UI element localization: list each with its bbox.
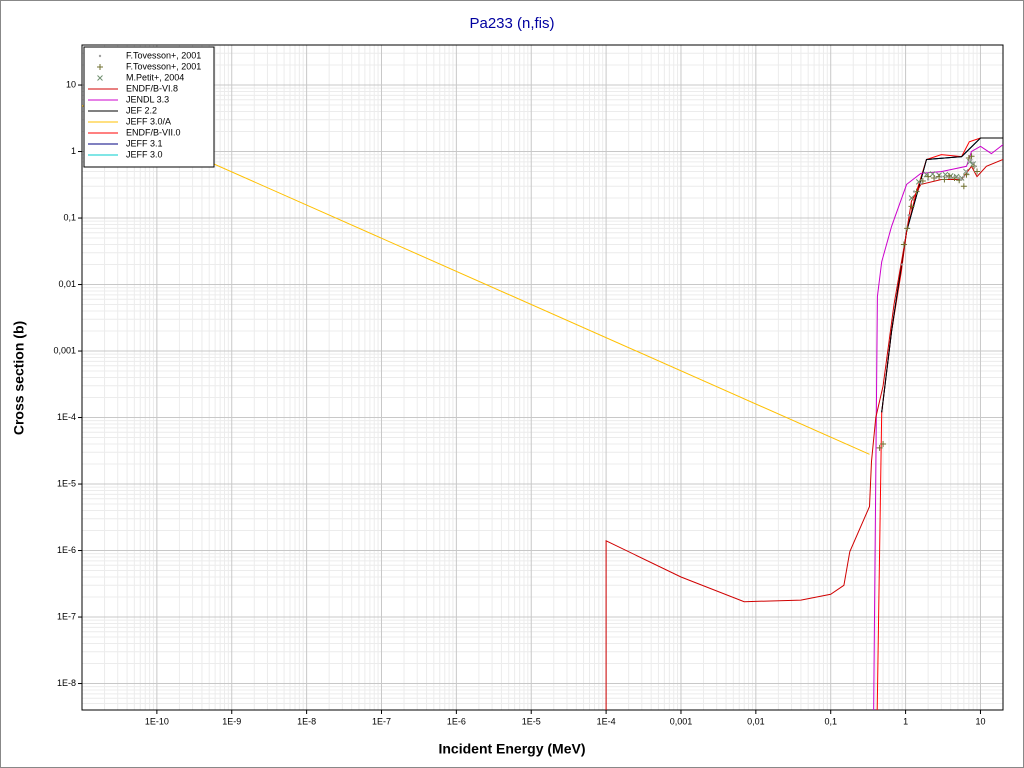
data-point	[967, 160, 971, 164]
x-tick-label: 1E-5	[522, 716, 541, 726]
y-tick-label: 1E-6	[57, 545, 76, 555]
data-point	[919, 182, 923, 185]
x-tick-label: 1E-8	[297, 716, 316, 726]
legend-box	[83, 46, 215, 168]
data-point	[962, 175, 966, 178]
data-point	[968, 153, 975, 160]
data-point	[973, 165, 977, 168]
y-tick-label: 10	[66, 79, 76, 89]
data-point	[97, 75, 103, 81]
data-point	[949, 176, 952, 180]
data-point	[97, 64, 103, 70]
x-tick-label: 1E-9	[222, 716, 241, 726]
data-point	[956, 176, 960, 180]
data-point	[904, 225, 911, 232]
x-axis-label: Incident Energy (MeV)	[438, 741, 585, 757]
data-point	[953, 175, 956, 178]
data-point	[900, 241, 907, 248]
data-point	[98, 54, 102, 58]
y-tick-label: 0,1	[63, 212, 76, 222]
data-point	[940, 175, 943, 178]
data-point	[908, 203, 915, 210]
y-tick-label: 0,01	[58, 279, 76, 289]
data-point	[959, 178, 963, 181]
y-tick-label: 1E-7	[57, 611, 76, 621]
data-point	[969, 158, 973, 162]
data-point	[960, 183, 967, 190]
data-point	[945, 176, 948, 179]
y-axis-label: Cross section (b)	[11, 321, 27, 435]
x-tick-label: 1	[903, 716, 908, 726]
data-point	[900, 263, 904, 266]
data-point	[876, 444, 883, 451]
legend-label: F.Tovesson+, 2001	[126, 50, 201, 60]
x-tick-label: 0,001	[670, 716, 693, 726]
data-point	[974, 168, 981, 175]
x-tick-label: 1E-7	[372, 716, 391, 726]
data-point	[912, 190, 916, 193]
y-tick-label: 1E-5	[57, 478, 76, 488]
x-tick-label: 1E-10	[145, 716, 169, 726]
chart-title: Pa233 (n,fis)	[469, 15, 554, 32]
legend-label: JEFF 3.1	[126, 138, 163, 148]
x-tick-label: 0,1	[824, 716, 837, 726]
y-tick-label: 0,001	[53, 345, 76, 355]
legend-label: JEFF 3.0/A	[126, 116, 171, 126]
data-point	[926, 178, 930, 181]
y-tick-label: 1E-8	[57, 678, 76, 688]
legend-label: M.Petit+, 2004	[126, 72, 184, 82]
data-point	[965, 170, 968, 173]
data-line	[881, 137, 1003, 413]
data-point	[941, 176, 948, 183]
data-point	[972, 161, 975, 164]
legend-label: F.Tovesson+, 2001	[126, 61, 201, 71]
x-tick-label: 1E-6	[447, 716, 466, 726]
legend-label: JEF 2.2	[126, 105, 157, 115]
x-tick-label: 1E-4	[597, 716, 616, 726]
data-point	[907, 214, 910, 217]
data-point	[934, 176, 937, 180]
plot-frame	[81, 44, 1004, 711]
data-point	[945, 172, 952, 179]
x-tick-label: 0,01	[747, 716, 765, 726]
data-point	[908, 195, 915, 201]
legend-label: ENDF/B-VI.8	[126, 83, 178, 93]
x-tick-label: 10	[975, 716, 985, 726]
legend-label: ENDF/B-VII.0	[126, 127, 181, 137]
data-point	[880, 441, 887, 447]
y-tick-label: 1E-4	[57, 412, 76, 422]
legend-label: JEFF 3.0	[126, 149, 163, 159]
data-point	[919, 178, 926, 185]
legend-label: JENDL 3.3	[126, 94, 169, 104]
y-tick-label: 1	[71, 146, 76, 156]
